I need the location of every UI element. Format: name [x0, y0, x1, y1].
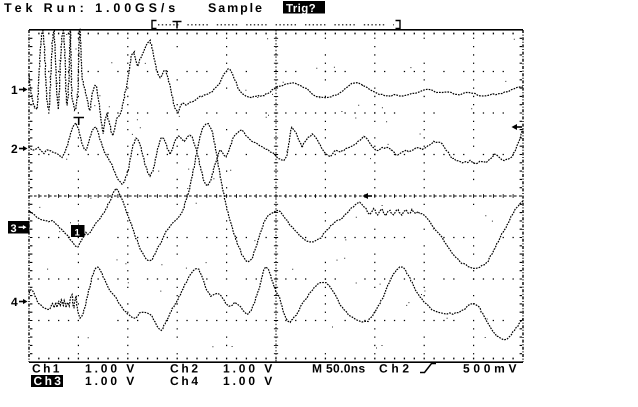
svg-text:3: 3	[11, 223, 17, 235]
svg-text:1.00 V: 1.00 V	[223, 374, 275, 388]
svg-text:Ch3: Ch3	[34, 374, 64, 388]
svg-text:1: 1	[11, 83, 18, 97]
svg-text:2: 2	[11, 142, 18, 156]
svg-text:M 50.0ns: M 50.0ns	[312, 362, 366, 376]
svg-text:1.00 V: 1.00 V	[223, 362, 275, 376]
svg-text:Ch2: Ch2	[170, 362, 201, 376]
svg-text:Ch1: Ch1	[32, 362, 62, 376]
svg-text:1.00 V: 1.00 V	[85, 374, 137, 388]
svg-text:Sample: Sample	[208, 1, 264, 15]
svg-text:500mV: 500mV	[463, 362, 520, 376]
svg-text:Ch4: Ch4	[170, 374, 201, 388]
svg-text:Tek Run: 1.00GS/s: Tek Run: 1.00GS/s	[4, 1, 179, 15]
svg-text:Ch2: Ch2	[379, 362, 413, 376]
svg-text:4: 4	[11, 295, 18, 309]
svg-text:Trig?: Trig?	[286, 3, 316, 15]
svg-text:1: 1	[75, 227, 81, 238]
svg-text:1.00 V: 1.00 V	[85, 362, 137, 376]
